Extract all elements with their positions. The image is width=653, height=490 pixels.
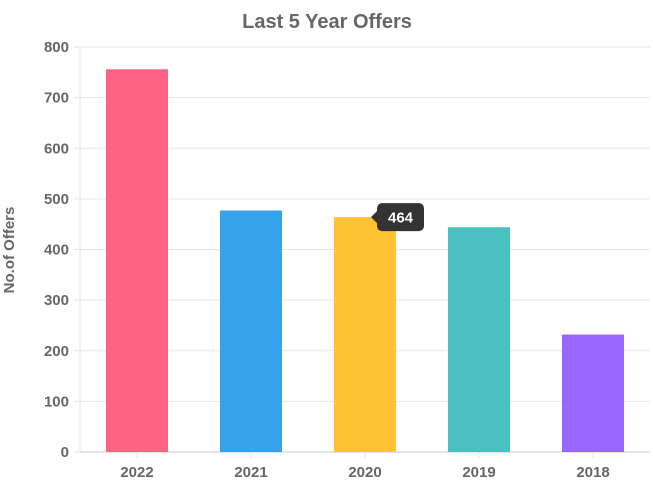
bars <box>106 69 624 453</box>
bar-2020[interactable] <box>334 217 396 452</box>
y-axis-label: No.of Offers <box>1 207 18 294</box>
y-tick-label: 100 <box>44 393 69 410</box>
tooltip-value: 464 <box>388 210 414 227</box>
x-axis-ticks: 2022 2021 2020 2019 2018 <box>120 452 610 481</box>
tooltip-box <box>377 203 424 232</box>
tooltip: 464 <box>371 203 424 232</box>
y-tick-label: 200 <box>44 343 69 360</box>
y-tick-label: 400 <box>44 242 69 259</box>
chart-title: Last 5 Year Offers <box>242 11 412 33</box>
bar-2021[interactable] <box>220 210 282 452</box>
y-tick-label: 800 <box>44 39 69 56</box>
y-tick-label: 0 <box>61 444 69 461</box>
y-tick-label: 300 <box>44 292 69 309</box>
y-tick-label: 500 <box>44 191 69 208</box>
y-tick-label: 600 <box>44 140 69 157</box>
tooltip-caret <box>371 210 378 225</box>
x-tick-label: 2018 <box>576 464 609 481</box>
y-axis-ticks: 0 100 200 300 400 500 600 700 800 <box>44 39 80 461</box>
x-tick-label: 2019 <box>462 464 495 481</box>
x-tick-label: 2021 <box>234 464 267 481</box>
bar-2019[interactable] <box>448 227 510 452</box>
x-tick-label: 2020 <box>348 464 381 481</box>
bar-2018[interactable] <box>562 334 624 452</box>
y-tick-label: 700 <box>44 90 69 107</box>
x-tick-label: 2022 <box>120 464 153 481</box>
bar-2022[interactable] <box>106 69 168 453</box>
